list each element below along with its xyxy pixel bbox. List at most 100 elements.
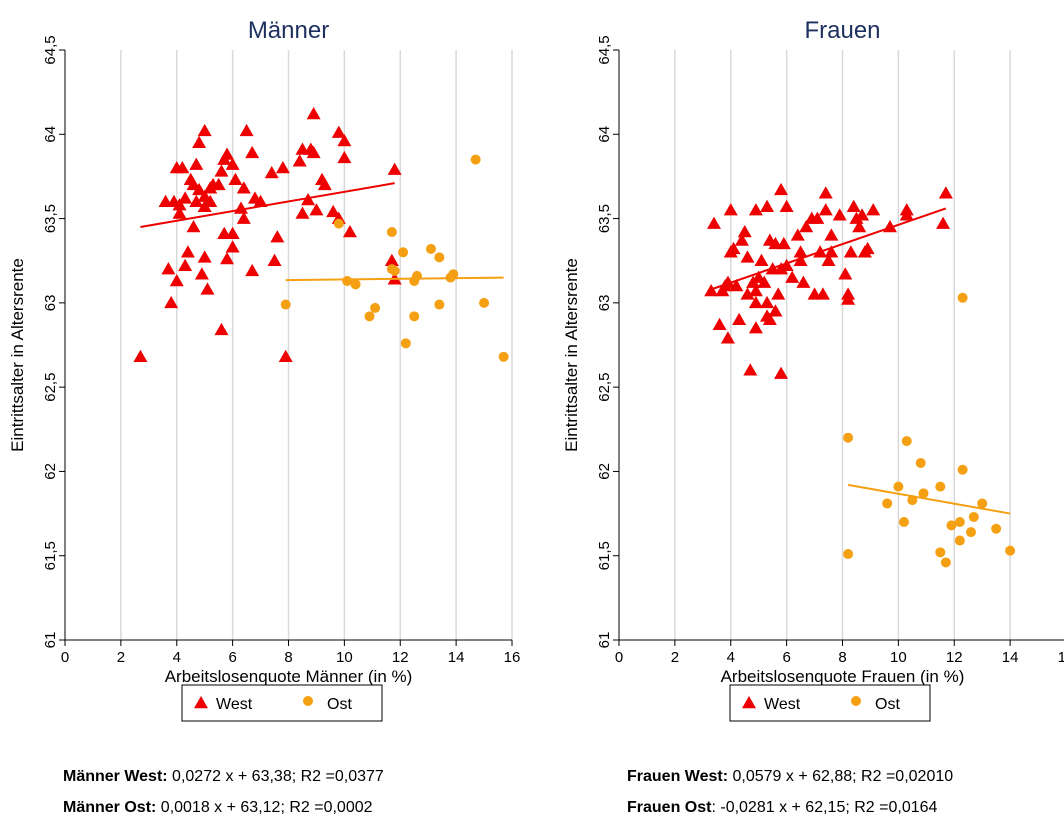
legend-label-west: West bbox=[764, 696, 801, 713]
data-point-circle bbox=[434, 299, 445, 310]
legend-box bbox=[729, 684, 931, 722]
data-point-triangle bbox=[197, 250, 212, 263]
series-west bbox=[704, 182, 953, 379]
data-point-triangle bbox=[785, 270, 800, 283]
data-point-circle bbox=[843, 432, 854, 443]
legend-label-ost: Ost bbox=[327, 696, 352, 713]
chart-panel-1: 0 2 4 6 8 10 12 14 16 61 61,5 62 62,5 63 63,5 64 64,5 Fra… bbox=[562, 17, 1064, 722]
data-point-triangle bbox=[306, 107, 321, 120]
formula-label: Männer West: bbox=[63, 768, 168, 785]
data-point-triangle bbox=[726, 241, 741, 255]
data-point-triangle bbox=[799, 220, 814, 233]
data-point-triangle bbox=[267, 253, 282, 266]
data-point-circle bbox=[400, 338, 411, 349]
data-point-triangle bbox=[938, 186, 953, 199]
formula-maenner-west: Männer West: 0,0272 x + 63,38; R2 =0,037… bbox=[63, 768, 384, 786]
data-point-circle bbox=[898, 517, 909, 527]
x-tick-label: 14 bbox=[1002, 649, 1019, 666]
data-point-triangle bbox=[760, 295, 775, 309]
data-point-circle bbox=[901, 436, 912, 447]
data-point-triangle bbox=[161, 262, 176, 275]
data-point-triangle bbox=[796, 275, 811, 288]
data-point-triangle bbox=[704, 284, 719, 297]
data-point-circle bbox=[946, 520, 957, 531]
data-point-triangle bbox=[743, 363, 758, 376]
data-point-circle bbox=[957, 464, 968, 475]
data-point-triangle bbox=[220, 147, 235, 160]
formula-frauen-ost: Frauen Ost: -0,0281 x + 62,15; R2 =0,016… bbox=[627, 799, 937, 817]
data-point-triangle bbox=[180, 245, 195, 258]
data-point-triangle bbox=[734, 233, 749, 246]
chart-panel-0: 0 2 4 6 8 10 12 14 16 61 61,5 62 62,5 63 63,5 64 64,5 Män… bbox=[8, 17, 521, 722]
data-point-triangle bbox=[838, 267, 853, 280]
y-tick-label: 61 bbox=[42, 632, 59, 649]
y-tick-label: 64,5 bbox=[42, 35, 59, 64]
x-tick-label: 4 bbox=[173, 649, 181, 666]
data-point-triangle bbox=[225, 240, 240, 253]
data-point-triangle bbox=[245, 145, 260, 159]
data-point-circle bbox=[843, 549, 854, 560]
legend-box bbox=[181, 684, 383, 722]
trendline-west bbox=[140, 182, 395, 228]
data-point-triangle bbox=[301, 193, 316, 206]
data-point-triangle bbox=[270, 230, 285, 243]
data-point-triangle bbox=[225, 157, 240, 170]
data-point-triangle bbox=[793, 245, 808, 258]
data-point-triangle bbox=[748, 284, 763, 297]
data-point-triangle bbox=[178, 191, 193, 204]
data-point-triangle bbox=[317, 177, 332, 191]
data-point-circle bbox=[303, 696, 313, 706]
data-point-circle bbox=[977, 498, 988, 509]
y-tick-label: 62 bbox=[42, 463, 59, 480]
data-point-circle bbox=[935, 481, 946, 492]
data-point-triangle bbox=[737, 225, 752, 238]
data-point-circle bbox=[935, 547, 946, 558]
data-point-circle bbox=[409, 311, 420, 322]
data-point-triangle bbox=[706, 216, 721, 229]
data-point-triangle bbox=[384, 253, 399, 266]
data-point-triangle bbox=[239, 123, 254, 137]
data-point-triangle bbox=[860, 241, 875, 255]
x-tick-label: 12 bbox=[946, 649, 963, 666]
formula-text: 0,0018 x + 63,12; R2 =0,0002 bbox=[156, 799, 373, 816]
data-point-circle bbox=[425, 243, 436, 254]
data-point-circle bbox=[918, 488, 929, 499]
data-point-circle bbox=[1005, 545, 1016, 556]
data-point-triangle bbox=[228, 172, 243, 186]
trendline-west bbox=[710, 207, 947, 291]
data-point-circle bbox=[389, 265, 400, 276]
data-point-circle bbox=[991, 523, 1002, 534]
data-point-triangle bbox=[774, 366, 789, 379]
data-point-triangle bbox=[342, 225, 357, 238]
formula-label: Frauen Ost bbox=[627, 799, 712, 816]
x-tick-label: 14 bbox=[448, 649, 465, 666]
data-point-triangle bbox=[164, 295, 179, 309]
chart-title: Frauen bbox=[804, 17, 880, 44]
formula-text: : -0,0281 x + 62,15; R2 =0,0164 bbox=[711, 799, 938, 816]
data-point-circle bbox=[851, 696, 861, 706]
data-point-triangle bbox=[169, 273, 184, 287]
data-point-circle bbox=[280, 299, 291, 310]
data-point-triangle bbox=[757, 275, 772, 288]
data-point-triangle bbox=[760, 199, 775, 213]
data-point-triangle bbox=[768, 304, 783, 317]
data-point-triangle bbox=[748, 321, 763, 334]
y-tick-label: 61,5 bbox=[596, 541, 613, 570]
x-tick-label: 8 bbox=[838, 649, 846, 666]
data-point-triangle bbox=[748, 203, 763, 216]
data-point-triangle bbox=[821, 253, 836, 266]
data-point-triangle bbox=[818, 186, 833, 199]
formula-text: 0,0272 x + 63,38; R2 =0,0377 bbox=[167, 768, 384, 785]
data-point-triangle bbox=[186, 220, 201, 233]
x-tick-label: 16 bbox=[504, 649, 521, 666]
data-point-triangle bbox=[197, 123, 212, 137]
data-point-triangle bbox=[849, 211, 864, 224]
data-point-triangle bbox=[253, 194, 268, 207]
x-tick-label: 0 bbox=[61, 649, 69, 666]
data-point-triangle bbox=[236, 181, 251, 194]
data-point-triangle bbox=[841, 292, 856, 305]
data-point-triangle bbox=[729, 279, 744, 292]
data-point-circle bbox=[479, 297, 490, 308]
data-point-triangle bbox=[793, 253, 808, 266]
data-point-triangle bbox=[832, 208, 847, 221]
